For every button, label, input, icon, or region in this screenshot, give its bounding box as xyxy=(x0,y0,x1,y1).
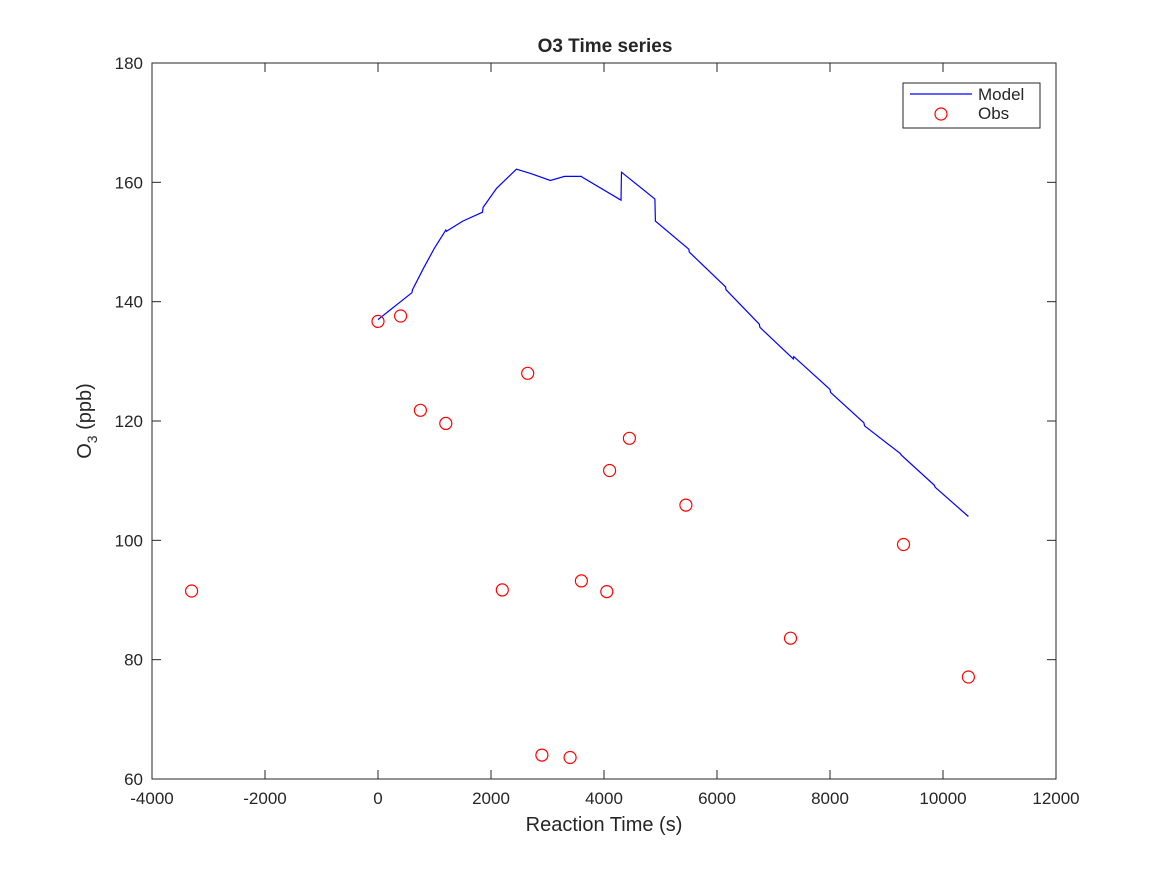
obs-point xyxy=(521,366,535,380)
x-tick-label: -4000 xyxy=(130,789,173,808)
y-tick-label: 100 xyxy=(115,531,143,550)
y-tick-label: 80 xyxy=(124,651,143,670)
obs-point xyxy=(961,670,976,684)
x-tick-label: 12000 xyxy=(1032,789,1079,808)
obs-point xyxy=(679,498,693,512)
obs-point xyxy=(394,309,408,323)
obs-point xyxy=(783,631,798,645)
y-axis-label: O3 (ppb) xyxy=(74,383,100,459)
obs-point xyxy=(535,748,549,762)
axes-box xyxy=(151,62,1057,780)
legend-obs-label: Obs xyxy=(978,104,1009,123)
y-axis-label-main: O xyxy=(74,443,96,459)
legend-box xyxy=(902,82,1041,129)
y-tick-label: 160 xyxy=(115,173,143,192)
obs-point xyxy=(413,403,427,417)
y-tick-label: 120 xyxy=(115,412,143,431)
y-axis-ticks: 60 80 100 120 140 160 180 xyxy=(115,54,1056,789)
x-tick-label: 2000 xyxy=(472,789,510,808)
obs-point xyxy=(371,314,385,328)
x-tick-label: -2000 xyxy=(243,789,286,808)
obs-point xyxy=(602,463,617,478)
y-axis-label-subscript: 3 xyxy=(84,435,100,443)
y-tick-label: 180 xyxy=(115,54,143,73)
obs-point xyxy=(563,750,577,765)
obs-point xyxy=(495,583,509,597)
x-axis-ticks: -4000 -2000 0 2000 4000 6000 8000 10000 12000 xyxy=(130,63,1080,808)
y-axis-label-unit: (ppb) xyxy=(74,383,96,435)
x-tick-label: 4000 xyxy=(585,789,623,808)
obs-point xyxy=(574,574,589,588)
legend-model-label: Model xyxy=(978,85,1024,104)
obs-point xyxy=(622,431,637,445)
x-axis-label: Reaction Time (s) xyxy=(526,814,683,836)
x-tick-label: 8000 xyxy=(811,789,849,808)
plot-area: -4000 -2000 0 2000 4000 6000 8000 10000 12000 60… xyxy=(115,54,1080,808)
legend-obs-marker-icon xyxy=(934,107,948,121)
y-tick-label: 60 xyxy=(124,770,143,789)
x-tick-label: 0 xyxy=(373,789,382,808)
x-tick-label: 6000 xyxy=(698,789,736,808)
obs-point xyxy=(600,584,614,599)
series-layer xyxy=(185,168,976,765)
y-tick-label: 140 xyxy=(115,293,143,312)
obs-point xyxy=(439,416,453,430)
obs-point xyxy=(185,584,199,598)
legend: Model Obs xyxy=(902,82,1041,129)
obs-point xyxy=(896,537,911,552)
model-series-line xyxy=(377,168,969,517)
x-tick-label: 10000 xyxy=(919,789,966,808)
chart-title: O3 Time series xyxy=(538,36,673,57)
